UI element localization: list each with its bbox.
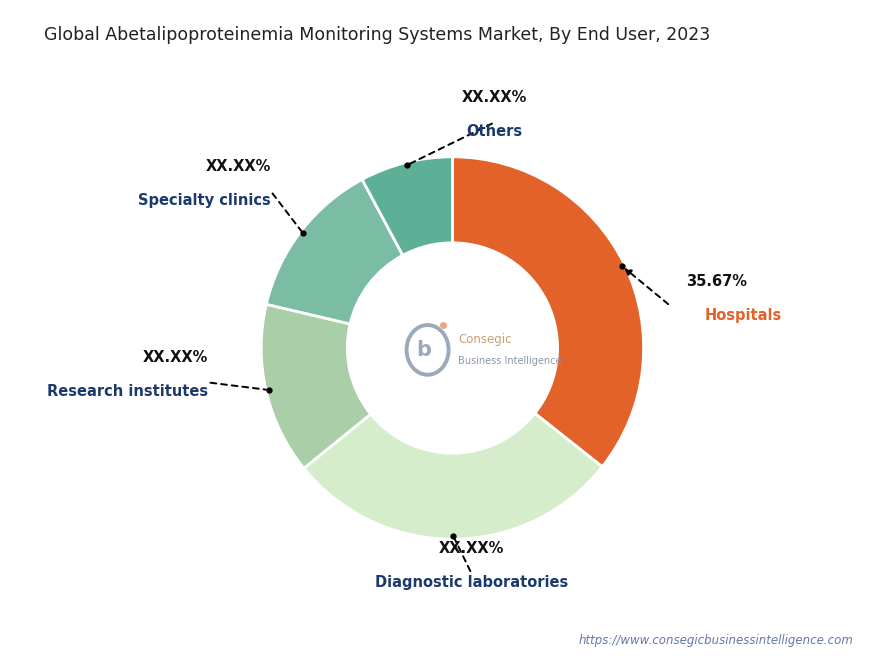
Text: b: b <box>416 340 431 360</box>
Text: Global Abetalipoproteinemia Monitoring Systems Market, By End User, 2023: Global Abetalipoproteinemia Monitoring S… <box>44 26 710 44</box>
Text: Research institutes: Research institutes <box>47 384 208 399</box>
Text: XX.XX%: XX.XX% <box>205 159 271 174</box>
Text: Business Intelligence: Business Intelligence <box>458 356 561 366</box>
Wedge shape <box>452 157 643 467</box>
Text: Hospitals: Hospitals <box>705 308 782 323</box>
Text: Consegic: Consegic <box>458 333 511 346</box>
Wedge shape <box>261 304 370 468</box>
Wedge shape <box>267 180 403 324</box>
Text: XX.XX%: XX.XX% <box>462 90 527 105</box>
Text: Specialty clinics: Specialty clinics <box>138 193 271 208</box>
Circle shape <box>349 245 555 451</box>
Text: Others: Others <box>466 124 523 139</box>
Text: Diagnostic laboratories: Diagnostic laboratories <box>375 576 568 591</box>
Text: 35.67%: 35.67% <box>686 274 747 288</box>
Wedge shape <box>304 413 602 539</box>
Text: XX.XX%: XX.XX% <box>439 541 504 556</box>
Text: XX.XX%: XX.XX% <box>143 350 208 365</box>
Wedge shape <box>363 157 452 255</box>
Text: https://www.consegicbusinessintelligence.com: https://www.consegicbusinessintelligence… <box>579 634 854 647</box>
